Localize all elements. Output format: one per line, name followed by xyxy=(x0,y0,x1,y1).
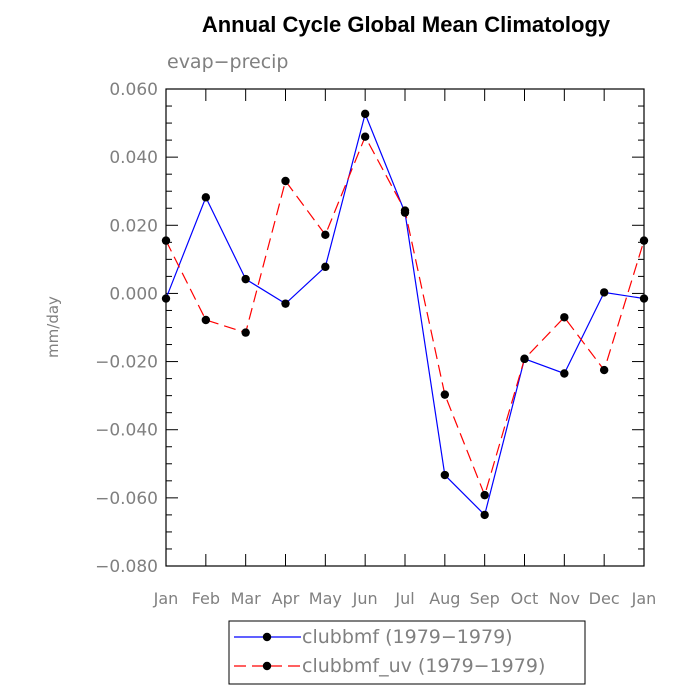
series-0-point xyxy=(360,109,370,119)
x-tick-label: Oct xyxy=(511,589,539,608)
chart-subtitle: evap−precip xyxy=(167,51,289,73)
x-tick-label: Sep xyxy=(470,589,500,608)
x-tick-label: Feb xyxy=(192,589,220,608)
series-0-point xyxy=(560,369,569,378)
series-1-point xyxy=(480,490,489,500)
y-tick-label: −0.020 xyxy=(95,353,158,373)
series-0-point xyxy=(201,193,211,202)
series-line-0 xyxy=(165,111,645,517)
y-tick-label: 0.020 xyxy=(109,216,158,236)
x-tick-label: Apr xyxy=(272,589,300,608)
x-tick-label: Dec xyxy=(589,589,620,608)
series-layer xyxy=(161,109,649,520)
series-1-point xyxy=(440,390,450,399)
x-tick-label: Nov xyxy=(549,589,580,608)
series-0-point xyxy=(281,299,290,308)
y-tick-labels: 0.060 0.040 0.020 0.000 −0.020 −0.040 −0.060 −0… xyxy=(95,80,158,577)
x-tick-label: Jan xyxy=(153,589,179,608)
x-tick-label: Aug xyxy=(429,589,460,608)
x-tick-label: May xyxy=(309,589,342,608)
plot-frame xyxy=(165,88,645,567)
y-tick-label: −0.040 xyxy=(95,421,158,441)
series-1-point xyxy=(281,176,290,186)
series-0-point xyxy=(599,288,609,297)
series-1-point xyxy=(520,354,529,364)
x-tick-label: Mar xyxy=(231,589,262,608)
x-tick-label: Jul xyxy=(394,589,414,608)
series-line-1 xyxy=(165,135,645,497)
x-tick-label: Jun xyxy=(352,589,378,608)
legend-marker-0 xyxy=(262,632,272,642)
series-1-point xyxy=(321,230,330,240)
legend-box xyxy=(228,620,586,685)
series-1-point xyxy=(360,132,370,141)
y-tick-label: −0.080 xyxy=(95,557,158,577)
legend: clubbmf (1979−1979) clubbmf_uv (1979−197… xyxy=(228,620,586,685)
chart-title: Annual Cycle Global Mean Climatology xyxy=(202,12,611,37)
y-tick-label: 0.060 xyxy=(109,80,158,100)
legend-label-0: clubbmf (1979−1979) xyxy=(302,626,513,648)
x-tick-labels: Jan Feb Mar Apr May Jun Jul Aug Sep Oct Nov Dec Jan xyxy=(153,589,657,608)
y-tick-label: −0.060 xyxy=(95,489,158,509)
series-1-point xyxy=(400,206,410,215)
series-0-point xyxy=(480,510,489,520)
y-tick-label: 0.000 xyxy=(109,284,158,304)
series-0-point xyxy=(440,470,450,480)
series-1-point xyxy=(201,315,211,325)
legend-marker-1 xyxy=(262,661,272,671)
series-0-point xyxy=(321,262,330,272)
x-tick-label: Jan xyxy=(631,589,657,608)
series-0-point xyxy=(241,274,250,284)
legend-label-1: clubbmf_uv (1979−1979) xyxy=(302,655,545,677)
series-1-point xyxy=(241,328,250,337)
series-1-point xyxy=(599,365,609,375)
y-tick-label: 0.040 xyxy=(109,148,158,168)
series-1-point xyxy=(560,313,569,322)
y-axis-label: mm/day xyxy=(44,296,62,358)
